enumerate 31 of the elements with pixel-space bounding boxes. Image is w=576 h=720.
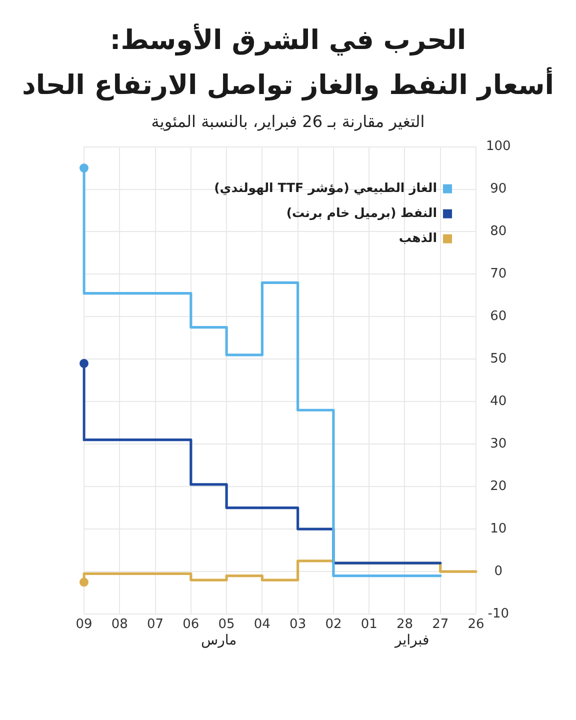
y-tick-label: 30 bbox=[490, 436, 507, 452]
chart-title: الحرب في الشرق الأوسط: أسعار النفط والغاز تواصل الارتفاع الحاد bbox=[21, 22, 555, 103]
y-tick-label: 80 bbox=[490, 224, 507, 240]
y-tick-label: 50 bbox=[490, 352, 507, 367]
x-tick-label: 02 bbox=[325, 617, 342, 632]
x-tick-label: 28 bbox=[396, 617, 413, 632]
x-tick-label: 05 bbox=[218, 617, 235, 632]
y-tick-label: 0 bbox=[494, 564, 503, 579]
x-tick-label: 01 bbox=[360, 617, 378, 632]
y-tick-label: 90 bbox=[490, 182, 507, 197]
chart-subtitle: التغير مقارنة بـ 26 فبراير، بالنسبة المئوية bbox=[150, 111, 426, 133]
y-tick-label: 40 bbox=[490, 394, 507, 410]
x-tick-label: 04 bbox=[254, 617, 270, 632]
x-tick-label: 09 bbox=[76, 617, 92, 632]
y-tick-label: 70 bbox=[490, 266, 507, 282]
y-tick-label: 20 bbox=[490, 478, 507, 494]
y-tick-label: 10 bbox=[490, 521, 507, 536]
x-tick-label: 07 bbox=[147, 617, 164, 632]
legend-label: الغاز الطبيعي (مؤشر TTF الهولندي) bbox=[214, 180, 437, 196]
x-tick-label: 03 bbox=[290, 617, 306, 632]
text: مارس bbox=[201, 632, 237, 649]
y-tick-label: 60 bbox=[490, 309, 507, 324]
y-tick-label: -10 bbox=[488, 606, 510, 622]
x-tick-label: 26 bbox=[468, 617, 484, 632]
x-tick-label: 27 bbox=[432, 617, 449, 632]
y-tick-label: 100 bbox=[486, 139, 511, 154]
x-tick-label: 06 bbox=[182, 617, 200, 632]
x-tick-label: 08 bbox=[111, 617, 128, 632]
legend-label: الذهب bbox=[398, 230, 437, 246]
text: فبراير bbox=[394, 632, 430, 649]
legend-label: النفط (برميل خام برنت) bbox=[286, 205, 437, 222]
